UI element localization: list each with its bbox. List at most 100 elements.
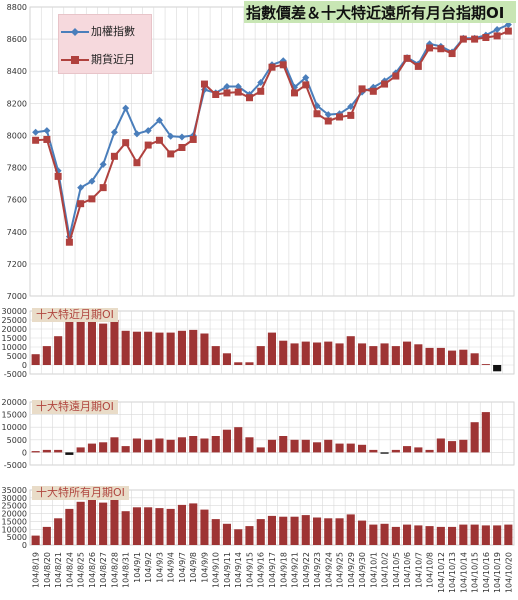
bar	[324, 518, 333, 545]
data-point-futures	[504, 27, 512, 35]
data-point-futures	[268, 63, 276, 71]
data-point-futures	[110, 152, 118, 160]
bar	[132, 507, 141, 545]
x-tick-label: 104/8/19	[32, 552, 41, 588]
data-point-index	[178, 133, 186, 141]
bar	[222, 523, 231, 545]
bar	[414, 344, 423, 365]
x-tick-label: 104/9/16	[257, 552, 266, 588]
bar	[436, 347, 445, 365]
bar	[42, 346, 51, 365]
bar	[425, 449, 434, 453]
y-tick-label: 0	[22, 448, 27, 457]
data-point-index	[324, 111, 332, 119]
x-tick-label: 104/10/2	[381, 552, 390, 588]
data-point-futures	[369, 87, 377, 95]
bar	[189, 436, 198, 453]
data-point-index	[257, 78, 265, 86]
x-tick-label: 104/8/31	[122, 552, 131, 588]
y-tick-label: 30000	[2, 307, 27, 316]
bar	[54, 336, 63, 365]
bar	[459, 439, 468, 453]
y-tick-label: -5000	[4, 370, 27, 379]
data-point-futures	[279, 61, 287, 69]
y-tick-label: -5000	[4, 461, 27, 470]
bar	[290, 439, 299, 453]
data-point-futures	[223, 89, 231, 97]
data-point-futures	[178, 143, 186, 151]
bar	[414, 525, 423, 545]
bar	[425, 347, 434, 365]
data-point-futures	[313, 110, 321, 118]
bar	[211, 436, 220, 453]
chart-title: 指數價差＆十大特近遠所有月台指期OI	[246, 4, 505, 22]
bar	[234, 427, 243, 453]
data-point-futures	[189, 135, 197, 143]
bar	[87, 443, 96, 453]
data-point-futures	[212, 91, 220, 99]
data-point-futures	[302, 81, 310, 89]
y-tick-label: 8800	[7, 3, 27, 12]
bar	[76, 501, 85, 545]
x-tick-label: 104/10/12	[437, 552, 446, 593]
bar	[144, 331, 153, 365]
bar	[144, 439, 153, 453]
bar	[245, 437, 254, 453]
y-tick-label: 8000	[7, 131, 27, 140]
y-tick-label: 20000	[2, 325, 27, 334]
bar	[290, 343, 299, 365]
data-point-futures	[459, 35, 467, 43]
bar	[448, 526, 457, 545]
data-point-index	[493, 25, 501, 33]
data-point-index	[155, 116, 163, 124]
bar	[481, 364, 490, 365]
bar	[436, 526, 445, 545]
bar	[481, 412, 490, 453]
bar	[358, 520, 367, 545]
bar	[504, 524, 513, 545]
data-point-futures	[336, 113, 344, 121]
y-tick-label: 25000	[2, 316, 27, 325]
x-tick-label: 104/8/27	[99, 552, 108, 588]
bar	[99, 442, 108, 453]
x-tick-label: 104/9/18	[279, 552, 288, 588]
data-point-index	[110, 128, 118, 136]
bar	[470, 353, 479, 365]
data-point-futures	[99, 184, 107, 192]
bar	[425, 526, 434, 545]
y-tick-label: 5000	[7, 436, 27, 445]
y-tick-label: 15000	[2, 334, 27, 343]
bar	[121, 446, 130, 453]
data-point-futures	[381, 80, 389, 88]
x-tick-label: 104/8/24	[65, 552, 74, 588]
bar	[211, 519, 220, 545]
bar	[256, 346, 265, 365]
bar	[87, 499, 96, 545]
data-point-index	[223, 82, 231, 90]
data-point-index	[144, 127, 152, 135]
data-point-index	[99, 160, 107, 168]
legend-square-icon	[61, 56, 89, 64]
y-tick-label: 15000	[2, 411, 27, 420]
bar	[380, 523, 389, 545]
y-tick-label: 10000	[2, 343, 27, 352]
data-point-futures	[324, 117, 332, 125]
data-point-futures	[358, 85, 366, 93]
y-tick-label: 0	[22, 361, 27, 370]
bar	[313, 442, 322, 453]
bar	[234, 529, 243, 545]
title-background	[244, 1, 516, 23]
bar	[448, 441, 457, 453]
bar	[110, 437, 119, 453]
x-tick-label: 104/9/29	[347, 552, 356, 588]
bar	[31, 535, 40, 545]
bar	[335, 343, 344, 365]
y-tick-label: 7800	[7, 164, 27, 173]
legend-diamond-icon	[61, 28, 89, 36]
bar	[481, 525, 490, 545]
data-point-futures	[43, 135, 51, 143]
bar	[200, 438, 209, 453]
x-tick-label: 104/10/16	[482, 552, 491, 593]
bar	[31, 354, 40, 365]
bar	[448, 350, 457, 365]
